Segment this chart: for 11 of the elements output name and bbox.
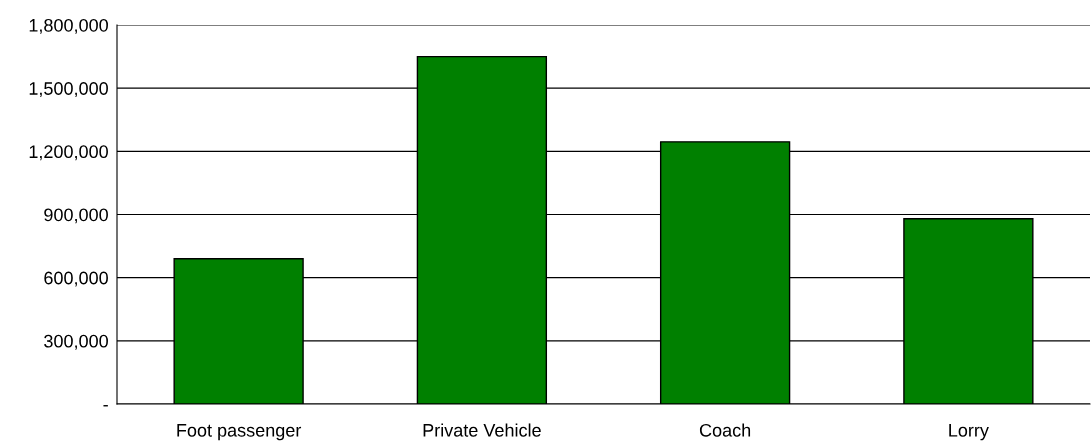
y-tick-label: 1,500,000 <box>29 82 108 98</box>
x-tick-label: Coach <box>699 423 751 437</box>
x-tick-label: Foot passenger <box>177 424 302 441</box>
x-tick-label: Lorry <box>949 424 989 441</box>
y-tick-label: 1,800,000 <box>29 18 108 34</box>
y-tick-label: 600,000 <box>44 271 108 287</box>
y-tick-label: - <box>103 405 108 407</box>
x-tick-label: Private Vehicle <box>423 423 541 437</box>
y-tick-label: 900,000 <box>44 208 108 224</box>
y-tick-label: 300,000 <box>44 334 108 350</box>
y-tick-label: 1,200,000 <box>29 145 108 161</box>
